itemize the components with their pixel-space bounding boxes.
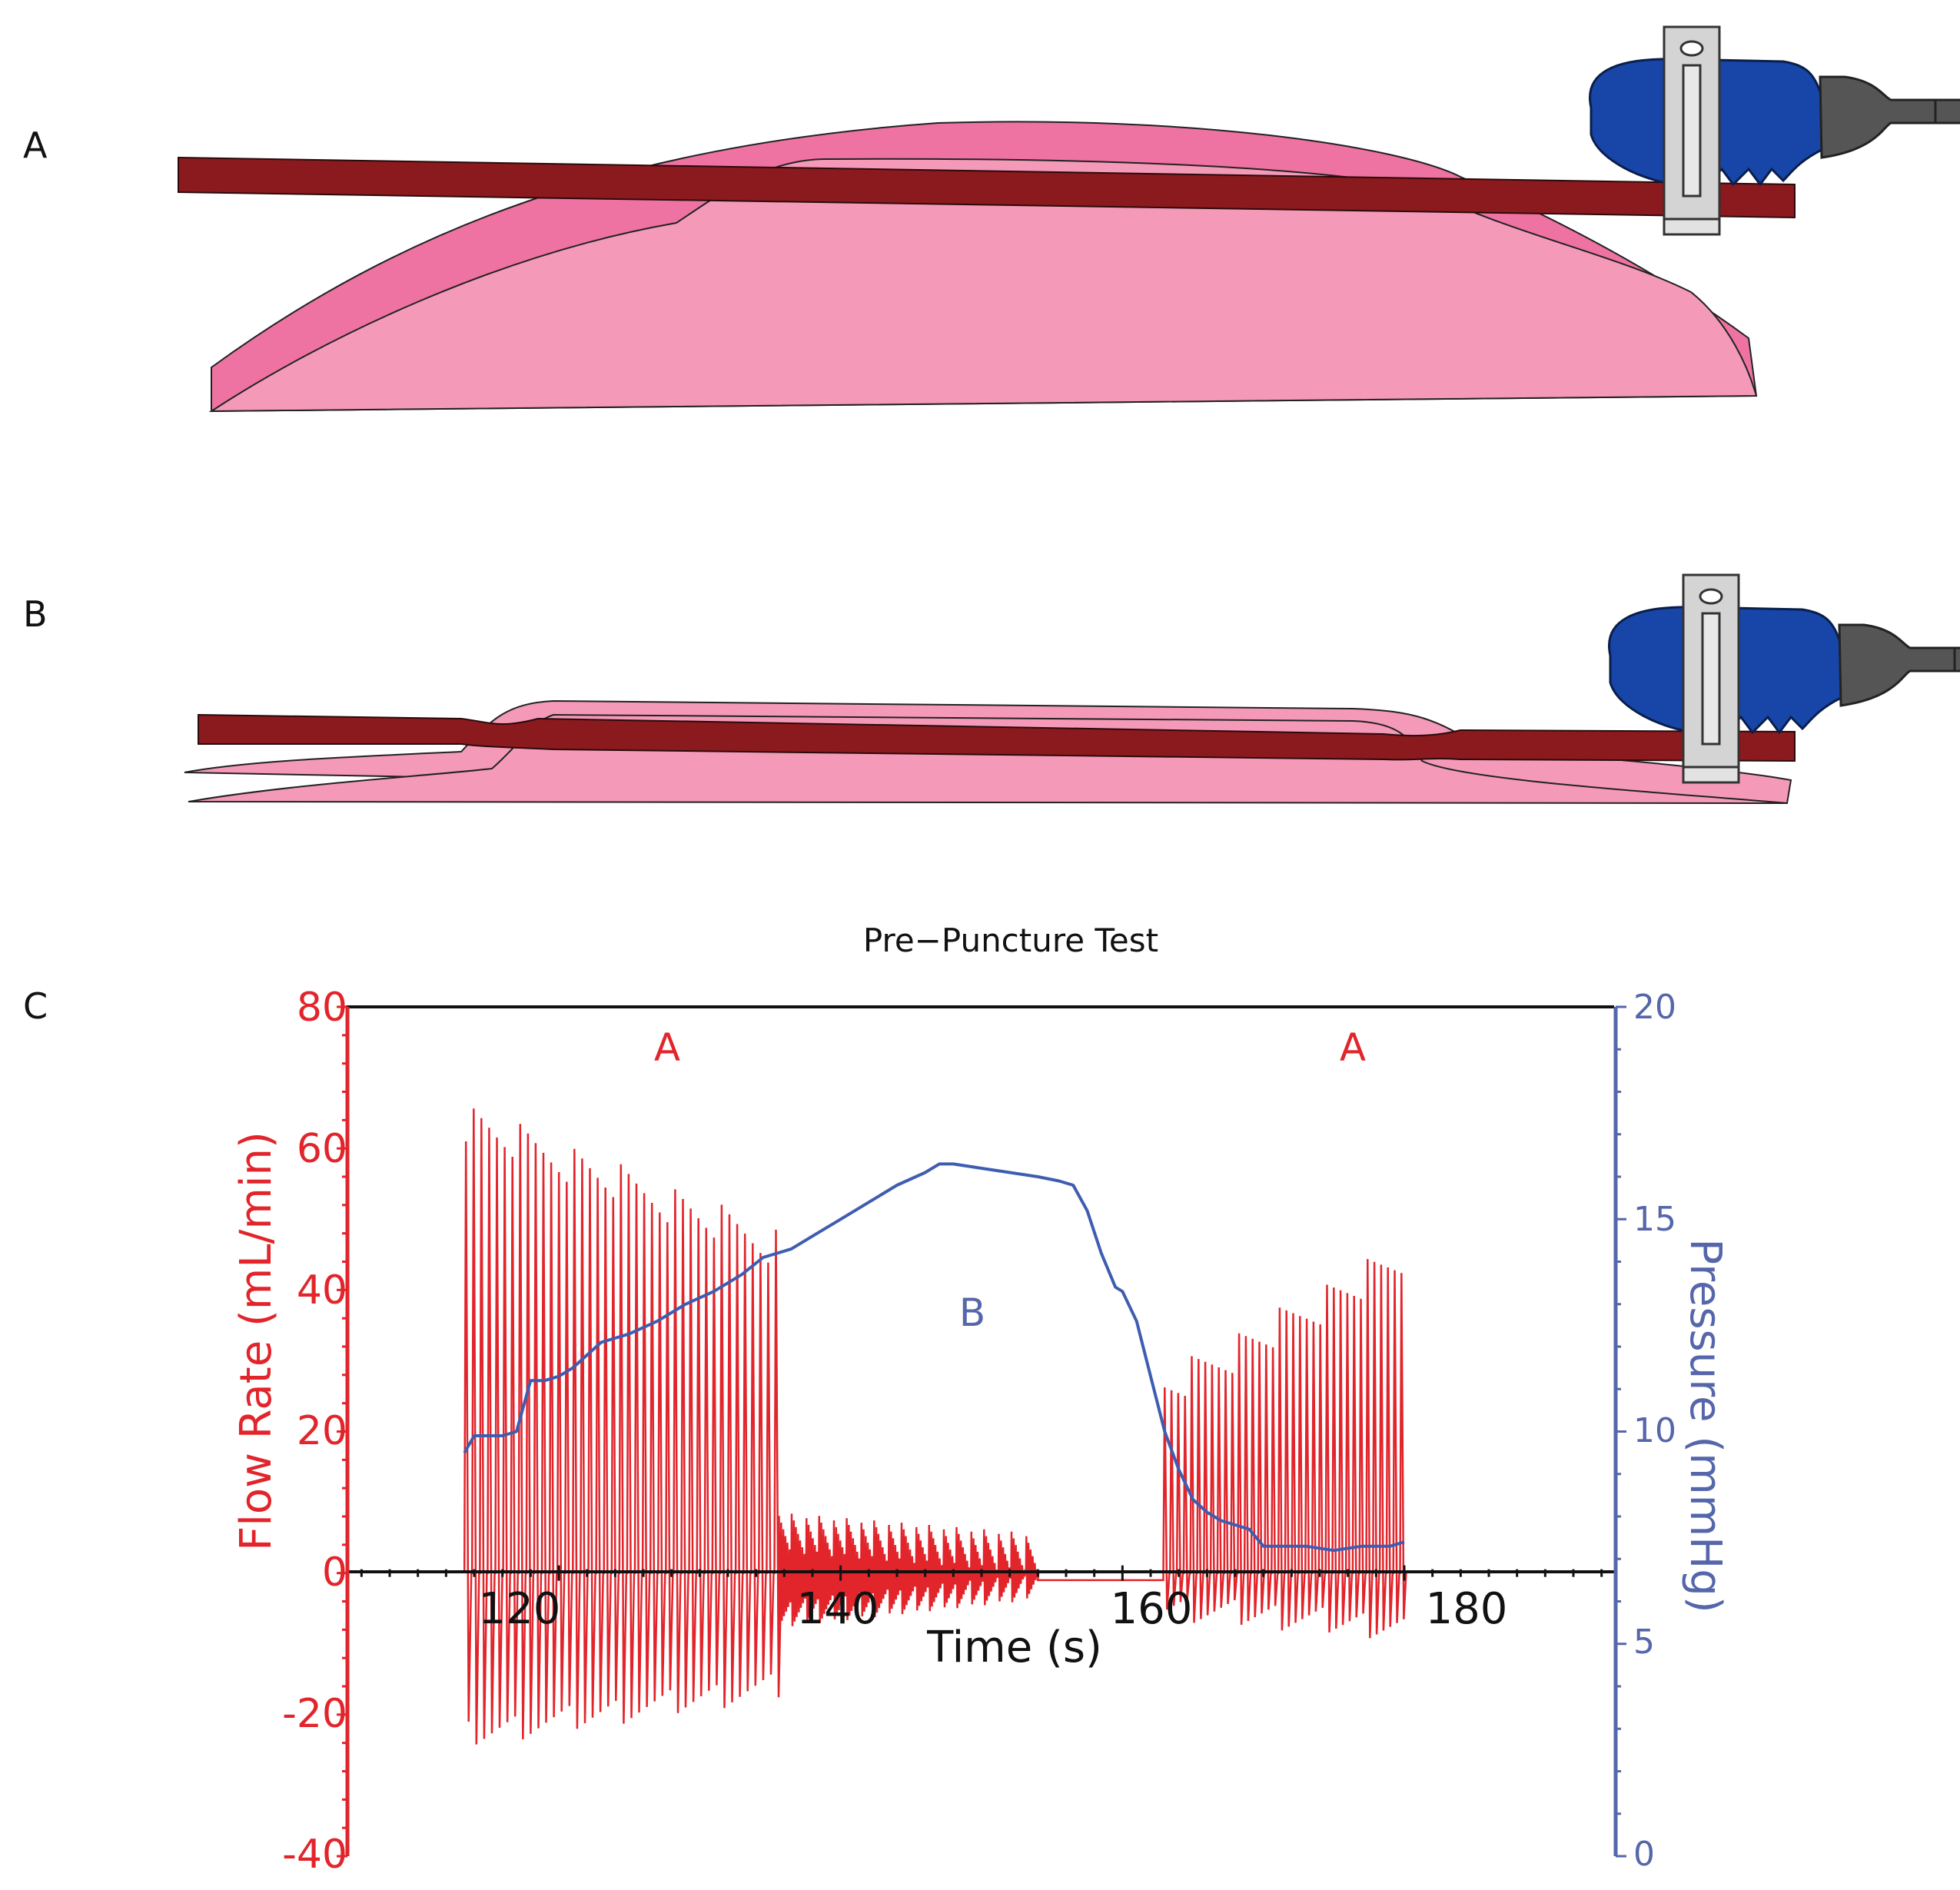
x-tick-label: 140 [797,1584,879,1634]
x-tick-label: 120 [479,1584,561,1634]
y-right-tick-label: 20 [1633,988,1676,1027]
vessel [178,156,1796,219]
y-left-tick-label: 40 [297,1267,347,1314]
panel-c-label: C [23,985,48,1027]
flow-rate-series-line [463,1108,1407,1745]
right-tick-marks [1616,1005,1626,1858]
pressure-series-line [463,1162,1405,1553]
y-right-tick-label: 5 [1633,1623,1655,1662]
y-left-axis-title: Flow Rate (mL/min) [231,1131,281,1551]
y-left-tick-label: 60 [297,1126,347,1172]
probe-neck [1819,75,1938,159]
tissue-inner [208,158,1758,413]
y-right-tick-label: 15 [1633,1200,1676,1239]
annotation-phase-a-end: A [1340,1025,1366,1070]
y-left-tick-label: 20 [297,1408,347,1454]
clip-base [1682,766,1740,784]
y-right-axis-title: Pressure (mmHg) [1680,1238,1730,1613]
probe-cable [1953,646,1960,673]
annotation-phase-b: B [959,1290,985,1335]
x-axis-title: Time (s) [926,1623,1102,1672]
y-right-tick-label: 0 [1633,1835,1655,1874]
y-left-tick-label: -40 [282,1832,347,1878]
vessel [198,713,1796,762]
x-tick-label: 180 [1426,1584,1508,1634]
chart-title: Pre−Puncture Test [863,922,1158,959]
clip-hole [1699,588,1723,605]
panel-b-label: B [23,593,48,635]
chart-plot: 120 140 160 180 80 60 40 20 0 -20 -40 20… [231,985,1730,1878]
probe-neck [1838,623,1958,707]
y-left-tick-label: 0 [322,1550,347,1596]
clip-slot [1701,612,1721,746]
probe-cable [1934,98,1960,125]
y-right-tick-label: 10 [1633,1411,1676,1450]
clip-hole [1679,40,1704,57]
y-left-tick-label: -20 [282,1691,347,1737]
x-tick-marks [360,1565,1603,1581]
x-tick-label: 160 [1111,1584,1193,1634]
y-left-tick-label: 80 [297,985,347,1031]
annotation-phase-a-start: A [654,1025,680,1070]
panel-a-label: A [23,125,48,166]
clip-slot [1682,64,1702,198]
flow-rate-series [463,1108,1407,1745]
vessel-compressed-diagram [178,121,1796,413]
ultrasound-flow-probe-icon [1608,573,1960,784]
left-tick-marks [337,1005,347,1858]
clip-base [1663,218,1721,236]
vessel-deflated-diagram [184,699,1796,805]
ultrasound-flow-probe-icon [1589,25,1960,236]
